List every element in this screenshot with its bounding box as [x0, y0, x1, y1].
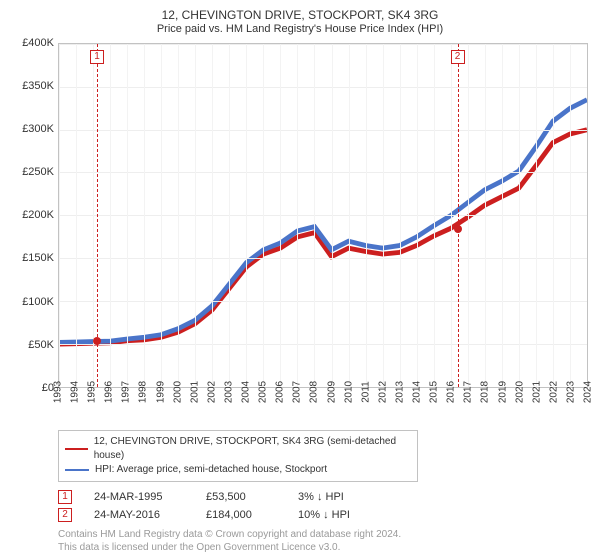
x-tick-label: 1993 — [53, 381, 64, 403]
x-tick-label: 2005 — [258, 381, 269, 403]
y-tick-label: £0 — [10, 382, 54, 394]
x-tick-label: 2008 — [309, 381, 320, 403]
x-tick-label: 2019 — [497, 381, 508, 403]
sale-marker-dot — [454, 225, 462, 233]
series-line-hpi — [59, 99, 587, 342]
footnote-marker-2: 2 — [58, 508, 72, 522]
x-tick-label: 2021 — [531, 381, 542, 403]
legend-row-series1: 12, CHEVINGTON DRIVE, STOCKPORT, SK4 3RG… — [65, 435, 411, 463]
x-tick-label: 1995 — [87, 381, 98, 403]
license-line-2: This data is licensed under the Open Gov… — [58, 541, 590, 554]
y-tick-label: £150K — [10, 252, 54, 264]
x-tick-label: 1997 — [121, 381, 132, 403]
legend-swatch-2 — [65, 469, 89, 471]
y-tick-label: £250K — [10, 166, 54, 178]
x-tick-label: 2009 — [326, 381, 337, 403]
chart-container: 12, CHEVINGTON DRIVE, STOCKPORT, SK4 3RG… — [0, 0, 600, 560]
footnotes: 1 24-MAR-1995 £53,500 3% ↓ HPI 2 24-MAY-… — [58, 490, 590, 522]
legend-swatch-1 — [65, 448, 88, 450]
x-tick-label: 2023 — [565, 381, 576, 403]
x-tick-label: 1994 — [70, 381, 81, 403]
x-tick-label: 2013 — [394, 381, 405, 403]
x-tick-label: 2022 — [548, 381, 559, 403]
x-tick-label: 2011 — [360, 381, 371, 403]
x-tick-label: 2015 — [429, 381, 440, 403]
x-axis: 1993199419951996199719981999200020012002… — [58, 388, 588, 426]
x-tick-label: 2004 — [241, 381, 252, 403]
footnote-row-2: 2 24-MAY-2016 £184,000 10% ↓ HPI — [58, 508, 590, 522]
x-tick-label: 2001 — [189, 381, 200, 403]
x-tick-label: 2003 — [223, 381, 234, 403]
y-tick-label: £300K — [10, 123, 54, 135]
y-tick-label: £50K — [10, 339, 54, 351]
footnote-pct-2: 10% ↓ HPI — [298, 509, 350, 521]
legend-row-series2: HPI: Average price, semi-detached house,… — [65, 463, 411, 477]
plot-region: 12 — [58, 43, 588, 388]
sale-marker-line — [458, 44, 459, 387]
legend-label-1: 12, CHEVINGTON DRIVE, STOCKPORT, SK4 3RG… — [94, 435, 411, 463]
x-tick-label: 2018 — [480, 381, 491, 403]
chart-title: 12, CHEVINGTON DRIVE, STOCKPORT, SK4 3RG — [10, 8, 590, 23]
y-tick-label: £200K — [10, 209, 54, 221]
legend-box: 12, CHEVINGTON DRIVE, STOCKPORT, SK4 3RG… — [58, 430, 418, 482]
license-line-1: Contains HM Land Registry data © Crown c… — [58, 528, 590, 541]
y-tick-label: £350K — [10, 80, 54, 92]
sale-marker-dot — [93, 337, 101, 345]
x-tick-label: 1996 — [104, 381, 115, 403]
footnote-marker-1: 1 — [58, 490, 72, 504]
x-tick-label: 2012 — [377, 381, 388, 403]
x-tick-label: 2020 — [514, 381, 525, 403]
x-tick-label: 2024 — [583, 381, 594, 403]
sale-marker-line — [97, 44, 98, 387]
x-tick-label: 2010 — [343, 381, 354, 403]
x-tick-label: 1999 — [155, 381, 166, 403]
footnote-date-2: 24-MAY-2016 — [94, 509, 184, 521]
x-tick-label: 2014 — [412, 381, 423, 403]
x-tick-label: 2016 — [446, 381, 457, 403]
license-text: Contains HM Land Registry data © Crown c… — [58, 528, 590, 554]
sale-marker-box: 1 — [90, 50, 104, 64]
footnote-row-1: 1 24-MAR-1995 £53,500 3% ↓ HPI — [58, 490, 590, 504]
legend-label-2: HPI: Average price, semi-detached house,… — [95, 463, 327, 477]
y-tick-label: £400K — [10, 37, 54, 49]
sale-marker-box: 2 — [451, 50, 465, 64]
footnote-price-1: £53,500 — [206, 491, 276, 503]
x-tick-label: 2017 — [463, 381, 474, 403]
y-axis: £0£50K£100K£150K£200K£250K£300K£350K£400… — [10, 43, 58, 388]
footnote-price-2: £184,000 — [206, 509, 276, 521]
x-tick-label: 2002 — [206, 381, 217, 403]
footnote-date-1: 24-MAR-1995 — [94, 491, 184, 503]
x-tick-label: 2006 — [275, 381, 286, 403]
chart-subtitle: Price paid vs. HM Land Registry's House … — [10, 23, 590, 37]
plot-area: £0£50K£100K£150K£200K£250K£300K£350K£400… — [10, 43, 590, 388]
footnote-pct-1: 3% ↓ HPI — [298, 491, 344, 503]
x-tick-label: 2007 — [292, 381, 303, 403]
x-tick-label: 1998 — [138, 381, 149, 403]
x-tick-label: 2000 — [172, 381, 183, 403]
y-tick-label: £100K — [10, 296, 54, 308]
